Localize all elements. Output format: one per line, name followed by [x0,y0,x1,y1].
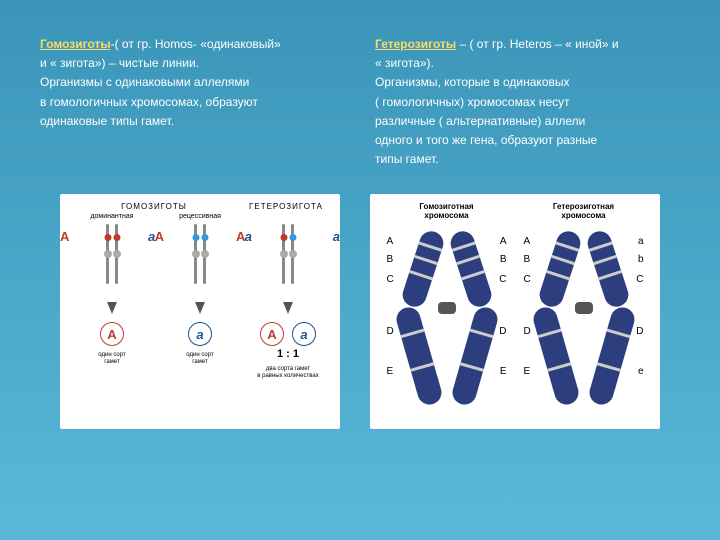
etym-homo: -( от гр. Homos- «одинаковый» [111,37,281,51]
locus-het-e-R: e [638,366,644,377]
locus-D-R: D [499,326,506,337]
diagrams-row: ГОМОЗИГОТЫ ГЕТЕРОЗИГОТА доминантная A A … [40,194,680,429]
gamete-diagram: ГОМОЗИГОТЫ ГЕТЕРОЗИГОТА доминантная A A … [60,194,340,429]
arrow-icon [107,302,117,314]
het-title: ГЕТЕРОЗИГОТА [246,202,326,211]
het-line5: различные ( альтернативные) аллели [375,112,680,131]
bot-lbl-1: один сортгамет [72,352,152,365]
homo-title: ГОМОЗИГОТЫ [74,202,234,211]
allele-a-het: a [333,229,340,244]
homo-line3: Организмы с одинаковыми аллелями [40,73,345,92]
locus-het-D-L: D [524,326,531,337]
term-heterozygote: Гетерозиготы [375,37,456,51]
locus-B-L: B [387,254,394,265]
allele-A-left: A [60,229,69,244]
het-line6: одного и того же гена, образуют разные [375,131,680,150]
col-dominant: доминантная A A A один сортгамет [72,213,152,379]
rd-title-het: Гетерозиготнаяхромосома [519,202,649,220]
col-hetero: A a A a 1 : 1 два сорта гаметв равных ко… [248,213,328,379]
locus-het-b-R: b [638,254,644,265]
homo-line2: и « зигота») – чистые линии. [40,54,345,73]
arrow-icon [195,302,205,314]
locus-A-R: A [500,236,507,247]
locus-het-A-L: A [524,236,531,247]
locus-B-R: B [500,254,507,265]
homo-line4: в гомологичных хромосомах, образуют [40,93,345,112]
het-line7: типы гамет. [375,150,680,169]
chromosome-diagram: Гомозиготнаяхромосома A B C D E A B C D [370,194,660,429]
locus-C-R: C [499,274,506,285]
gamete-a-het: a [292,322,316,346]
gamete-a: a [188,322,212,346]
allele-a-left: a [148,229,155,244]
gamete-A-het: A [260,322,284,346]
locus-het-C-R: C [636,274,643,285]
homo-line5: одинаковые типы гамет. [40,112,345,131]
rd-title-homo: Гомозиготнаяхромосома [382,202,512,220]
locus-het-E-L: E [524,366,531,377]
locus-D-L: D [387,326,394,337]
bot-lbl-2: один сортгамет [160,352,240,365]
term-homozygote: Гомозиготы [40,37,111,51]
locus-E-R: E [500,366,507,377]
het-line2: « зигота»). [375,54,680,73]
homo-chromosome: Гомозиготнаяхромосома A B C D E A B C D [382,202,512,406]
gamete-A: A [100,322,124,346]
lbl-rec: рецессивная [160,213,240,220]
arrow-icon [283,302,293,314]
bot-lbl-3: два сорта гаметв равных количествах [248,366,328,379]
heterozygote-definition: Гетерозиготы – ( от гр. Heteros – « иной… [375,35,680,169]
locus-het-C-L: C [524,274,531,285]
locus-het-B-L: B [524,254,531,265]
col-recessive: рецессивная a a a один сортгамет [160,213,240,379]
locus-het-D-R: D [636,326,643,337]
het-line4: ( гомологичных) хромосомах несут [375,93,680,112]
lbl-dom: доминантная [72,213,152,220]
definitions-text: Гомозиготы-( от гр. Homos- «одинаковый» … [40,35,680,169]
het-line3: Организмы, которые в одинаковых [375,73,680,92]
locus-het-a-R: a [638,236,644,247]
locus-E-L: E [387,366,394,377]
het-chromosome: Гетерозиготнаяхромосома A B C D E a b C … [519,202,649,406]
locus-A-L: A [387,236,394,247]
etym-het: – ( от гр. Heteros – « иной» и [456,37,618,51]
homozygote-definition: Гомозиготы-( от гр. Homos- «одинаковый» … [40,35,345,169]
locus-C-L: C [387,274,394,285]
allele-A-het: A [236,229,245,244]
ratio-label: 1 : 1 [248,348,328,360]
